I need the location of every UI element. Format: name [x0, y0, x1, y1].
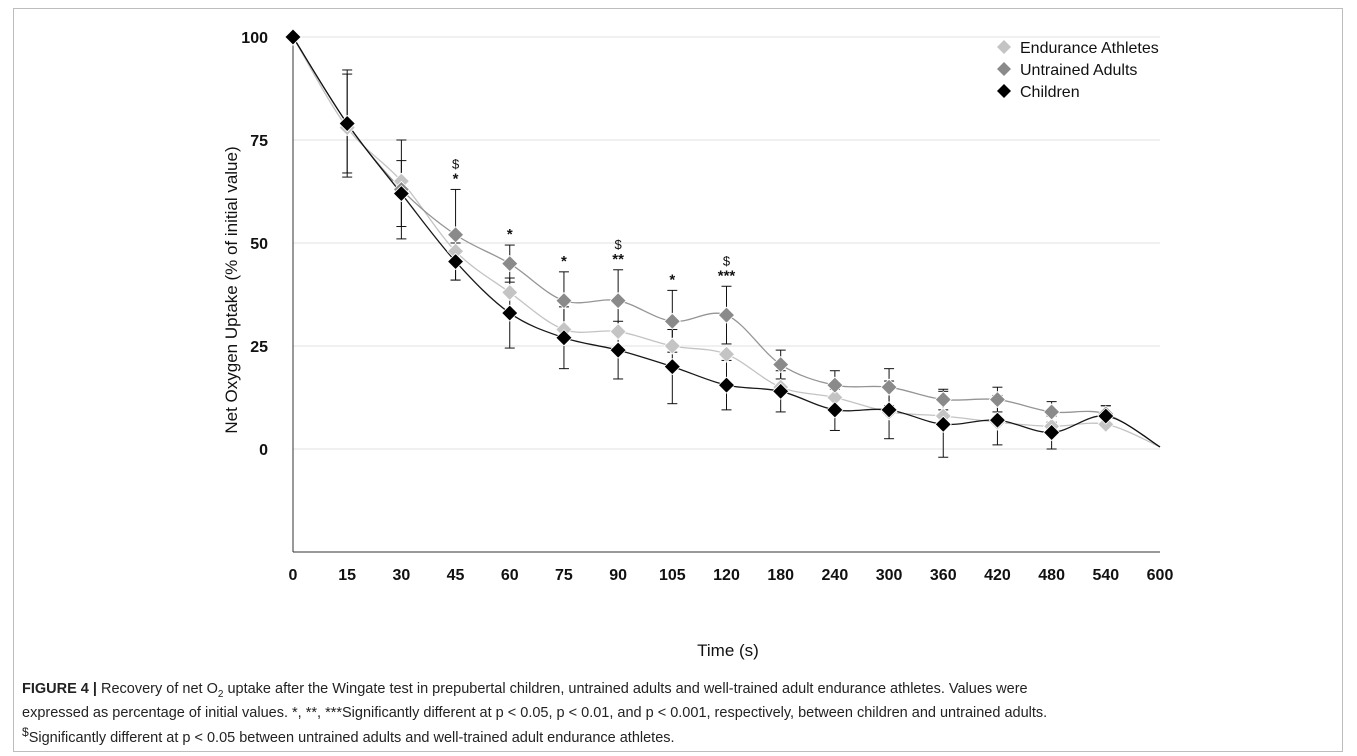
data-point	[284, 28, 302, 46]
chart: $***$***$*** 0 15 30 45 60 75 90 105 120 180 240 30…	[222, 28, 1173, 660]
data-point	[880, 378, 898, 396]
x-tick-label: 540	[1092, 567, 1119, 584]
y-tick-label: 75	[250, 133, 268, 150]
y-tick-label: 0	[259, 442, 268, 459]
significance-mark: $	[723, 253, 731, 268]
x-tick-label: 105	[659, 567, 686, 584]
x-tick-label: 420	[984, 567, 1011, 584]
data-point	[717, 306, 736, 324]
data-point	[988, 390, 1007, 409]
x-tick-label: 480	[1038, 567, 1065, 584]
significance-mark: $	[615, 237, 623, 252]
data-point	[446, 252, 465, 271]
legend-marker	[997, 62, 1011, 76]
x-tick-label: 300	[876, 567, 903, 584]
caption-line-1: FIGURE 4 | Recovery of net O2 uptake aft…	[22, 681, 1028, 700]
significance-mark: *	[561, 253, 567, 270]
data-point	[501, 304, 519, 322]
y-tick-label: 25	[250, 339, 268, 356]
x-tick-label: 15	[338, 567, 356, 584]
data-point	[609, 341, 627, 359]
legend-label: Endurance Athletes	[1020, 40, 1159, 57]
x-tick-label: 0	[289, 567, 298, 584]
figure-caption: FIGURE 4 | Recovery of net O2 uptake aft…	[22, 680, 1332, 748]
legend-label: Untrained Adults	[1020, 62, 1137, 79]
x-tick-label: 60	[501, 567, 519, 584]
data-point	[772, 355, 790, 374]
data-point	[392, 184, 410, 203]
data-point	[663, 358, 681, 376]
legend-marker	[997, 84, 1011, 98]
x-tick-label: 180	[767, 567, 794, 584]
x-tick-label: 120	[713, 567, 740, 584]
data-point	[1043, 403, 1061, 421]
data-point	[717, 376, 736, 394]
data-point	[934, 415, 952, 433]
significance-mark: *	[453, 170, 459, 187]
significance-mark: ***	[718, 267, 736, 284]
axes	[292, 37, 1160, 553]
caption-line-2: expressed as percentage of initial value…	[22, 704, 1048, 721]
fit-curve	[292, 36, 1161, 448]
data-point	[934, 390, 952, 409]
data-point	[1097, 407, 1115, 425]
data-point	[501, 255, 519, 273]
data-point	[555, 329, 573, 347]
x-tick-label: 75	[555, 567, 573, 584]
data-point	[772, 382, 790, 400]
x-tick-label: 30	[392, 567, 410, 584]
data-point	[663, 312, 681, 330]
legend: Endurance Athletes Untrained Adults Childr…	[997, 40, 1159, 101]
figure-label: FIGURE 4 |	[22, 681, 97, 697]
data-point	[446, 226, 465, 244]
data-point	[609, 292, 627, 310]
tick-labels: 0 15 30 45 60 75 90 105 120 180 240 300 360 420 480 540…	[241, 30, 1173, 584]
x-axis-label: Time (s)	[697, 641, 759, 660]
data-point	[555, 292, 573, 310]
significance-mark: *	[507, 226, 513, 243]
significance-mark: **	[612, 251, 624, 268]
y-tick-label: 100	[241, 30, 268, 47]
data-point	[988, 411, 1007, 429]
fit-curve	[292, 36, 1161, 448]
figure-frame	[13, 8, 1343, 752]
data-point	[501, 283, 519, 302]
significance-mark: *	[669, 271, 675, 288]
data-point	[826, 376, 844, 394]
legend-label: Children	[1020, 84, 1080, 101]
x-tick-label: 45	[447, 567, 465, 584]
data-points	[284, 28, 1115, 442]
data-point	[338, 114, 356, 133]
significance-annotations: $***$***$***	[452, 156, 735, 288]
legend-marker	[997, 40, 1011, 54]
data-point	[663, 337, 681, 355]
x-tick-label: 360	[930, 567, 957, 584]
y-axis-label: Net Oxygen Uptake (% of initial value)	[222, 146, 241, 433]
x-tick-label: 240	[822, 567, 849, 584]
x-tick-label: 90	[609, 567, 627, 584]
data-point	[880, 401, 898, 419]
data-point	[826, 401, 844, 419]
grid-lines	[293, 36, 1160, 450]
y-tick-label: 50	[250, 236, 268, 253]
data-point	[717, 345, 736, 363]
significance-mark: $	[452, 156, 460, 171]
x-tick-label: 600	[1147, 567, 1174, 584]
caption-line-3: $Significantly different at p < 0.05 bet…	[22, 724, 675, 746]
data-point	[609, 323, 627, 341]
data-point	[1043, 423, 1061, 442]
